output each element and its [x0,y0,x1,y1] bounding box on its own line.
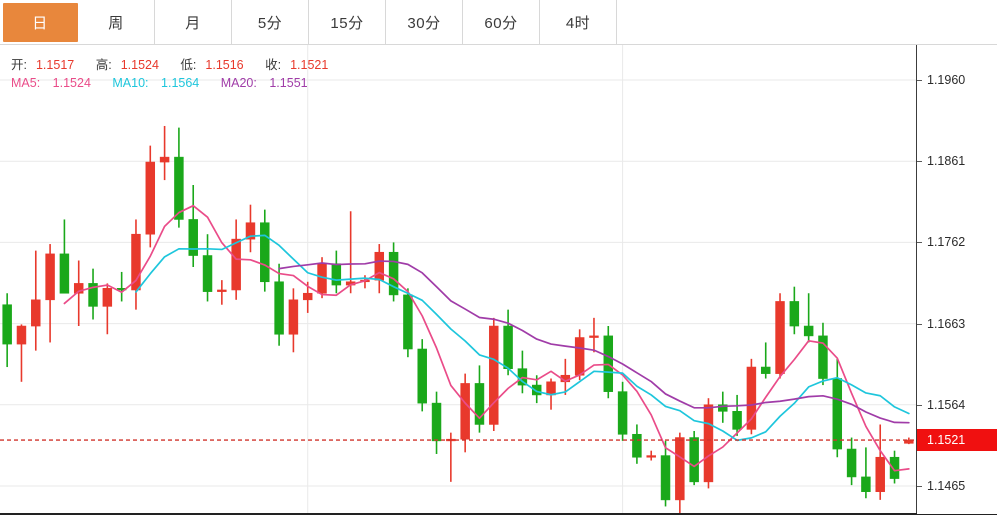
candle-body [245,222,256,240]
candle-body [288,299,299,335]
candle-body [818,335,828,379]
candle-body [102,288,113,307]
candle-body [260,222,270,283]
candle-series [2,125,914,513]
tab-15min[interactable]: 15分 [309,0,386,44]
ma-line-20 [278,260,910,424]
candle-body [2,304,12,345]
candle-body [689,437,699,483]
candle-body [403,294,413,350]
tab-label: 15分 [330,14,364,32]
tab-5min[interactable]: 5分 [232,0,309,44]
ma-line-10 [135,234,910,442]
candle-body [188,219,198,256]
candle-body [489,325,499,425]
candle-body [718,404,728,412]
price-tick: 1.1564 [917,398,965,412]
candle-body [503,325,513,369]
tab-label: 4时 [565,14,591,32]
tab-label: 周 [108,14,124,32]
candle-body [145,161,156,235]
candle-body [331,263,342,286]
candlestick-chart[interactable] [0,45,916,514]
period-tab-bar: 日 周 月 5分 15分 30分 60分 4时 [0,0,997,45]
candle-body [589,335,599,338]
tab-label: 月 [185,14,201,32]
candle-body [789,301,800,327]
candle-body [460,383,470,440]
candle-body [531,384,542,396]
candle-body [574,337,585,376]
price-tick: 1.1762 [917,235,965,249]
tab-week[interactable]: 周 [78,0,155,44]
candle-body [16,325,27,345]
tab-label: 30分 [407,14,441,32]
tab-bar-filler [617,0,997,44]
candle-body [760,366,771,374]
tab-day[interactable]: 日 [3,3,78,42]
candle-body [159,156,170,163]
candle-body [846,448,857,478]
price-axis-separator [916,45,917,514]
candle-body [660,455,671,501]
candle-body [746,366,757,430]
candle-body [732,411,742,430]
tab-label: 60分 [484,14,518,32]
candle-body [675,437,685,501]
tab-label: 日 [32,15,48,32]
candle-body [431,402,442,442]
candle-body [131,233,141,291]
ma-line-5 [63,204,910,472]
candle-body [803,325,814,337]
price-tick: 1.1960 [917,73,965,87]
candle-body [546,381,556,396]
candle-body [388,251,399,296]
candle-body [832,378,843,450]
last-price-badge: 1.1521 [917,429,997,452]
tab-30min[interactable]: 30分 [386,0,463,44]
candle-body [31,299,41,327]
candle-body [202,255,213,292]
candle-body [703,404,714,483]
candle-body [302,292,313,301]
time-axis-line [0,513,997,515]
candle-body [217,289,227,292]
candle-body [417,348,427,404]
candle-body [45,253,55,301]
price-tick: 1.1861 [917,154,965,168]
tab-4hour[interactable]: 4时 [540,0,617,44]
candle-body [889,456,900,479]
tab-60min[interactable]: 60分 [463,0,540,44]
tab-month[interactable]: 月 [155,0,232,44]
candle-body [617,391,628,435]
candle-body [174,156,184,220]
tab-label: 5分 [257,14,283,32]
chart-svg [0,45,916,514]
candle-body [646,455,656,458]
price-tick: 1.1663 [917,317,965,331]
candle-body [474,383,485,425]
candle-body [73,283,84,294]
candle-body [59,253,70,294]
candle-body [632,433,642,458]
price-axis: 1.1960 1.1861 1.1762 1.1663 1.1564 1.1465 1.15… [917,45,997,514]
candle-body [904,439,914,444]
candle-body [274,281,284,335]
candle-body [374,251,385,281]
candle-body [875,456,885,492]
candle-body [861,476,871,492]
candle-body [88,283,98,307]
candle-body [231,238,241,291]
candle-body [775,301,785,374]
price-tick: 1.1465 [917,479,965,493]
